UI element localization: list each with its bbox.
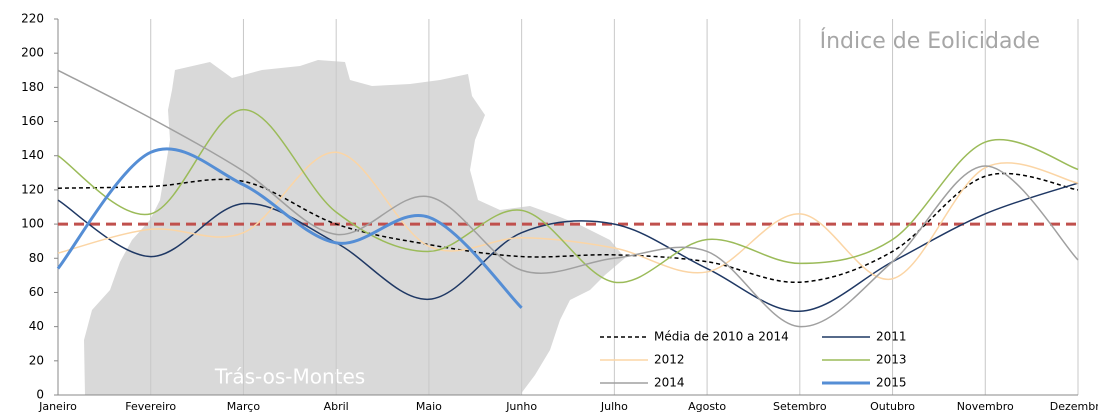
chart-title: Índice de Eolicidade (820, 28, 1040, 54)
x-tick-label: Novembro (957, 400, 1014, 413)
y-tick-label: 220 (21, 12, 44, 26)
series-line (56, 147, 523, 309)
x-tick-label: Setembro (773, 400, 827, 413)
map-region (84, 60, 625, 395)
y-tick-label: 100 (21, 217, 44, 231)
map-label: Trás-os-Montes (214, 365, 365, 389)
y-tick-label: 80 (29, 251, 44, 265)
x-tick-label: Abril (324, 400, 349, 413)
legend-label: 2014 (654, 376, 685, 390)
x-tick-label: Maio (416, 400, 442, 413)
legend-label: 2011 (876, 330, 907, 344)
y-tick-label: 40 (29, 319, 44, 333)
x-tick-label: Janeiro (38, 400, 77, 413)
series-line (57, 172, 1079, 283)
x-tick-label: Julho (600, 400, 628, 413)
y-tick-label: 120 (21, 182, 44, 196)
y-tick-label: 180 (21, 80, 44, 94)
x-tick-label: Março (227, 400, 261, 413)
x-tick-label: Fevereiro (125, 400, 176, 413)
y-tick-label: 200 (21, 46, 44, 60)
series-line (57, 69, 1079, 328)
y-tick-label: 140 (21, 148, 44, 162)
series-line (57, 108, 1079, 284)
legend-label: 2012 (654, 353, 685, 367)
x-tick-label: Agosto (688, 400, 726, 413)
series-line (57, 151, 1079, 280)
legend-label: Média de 2010 a 2014 (654, 330, 789, 344)
y-tick-label: 160 (21, 114, 44, 128)
x-tick-label: Junho (505, 400, 537, 413)
y-tick-label: 0 (36, 388, 44, 402)
y-tick-label: 20 (29, 353, 44, 367)
legend-label: 2013 (876, 353, 907, 367)
y-tick-label: 60 (29, 285, 44, 299)
legend-label: 2015 (876, 376, 907, 390)
x-tick-label: Dezembro (1050, 400, 1098, 413)
x-tick-label: Outubro (870, 400, 915, 413)
